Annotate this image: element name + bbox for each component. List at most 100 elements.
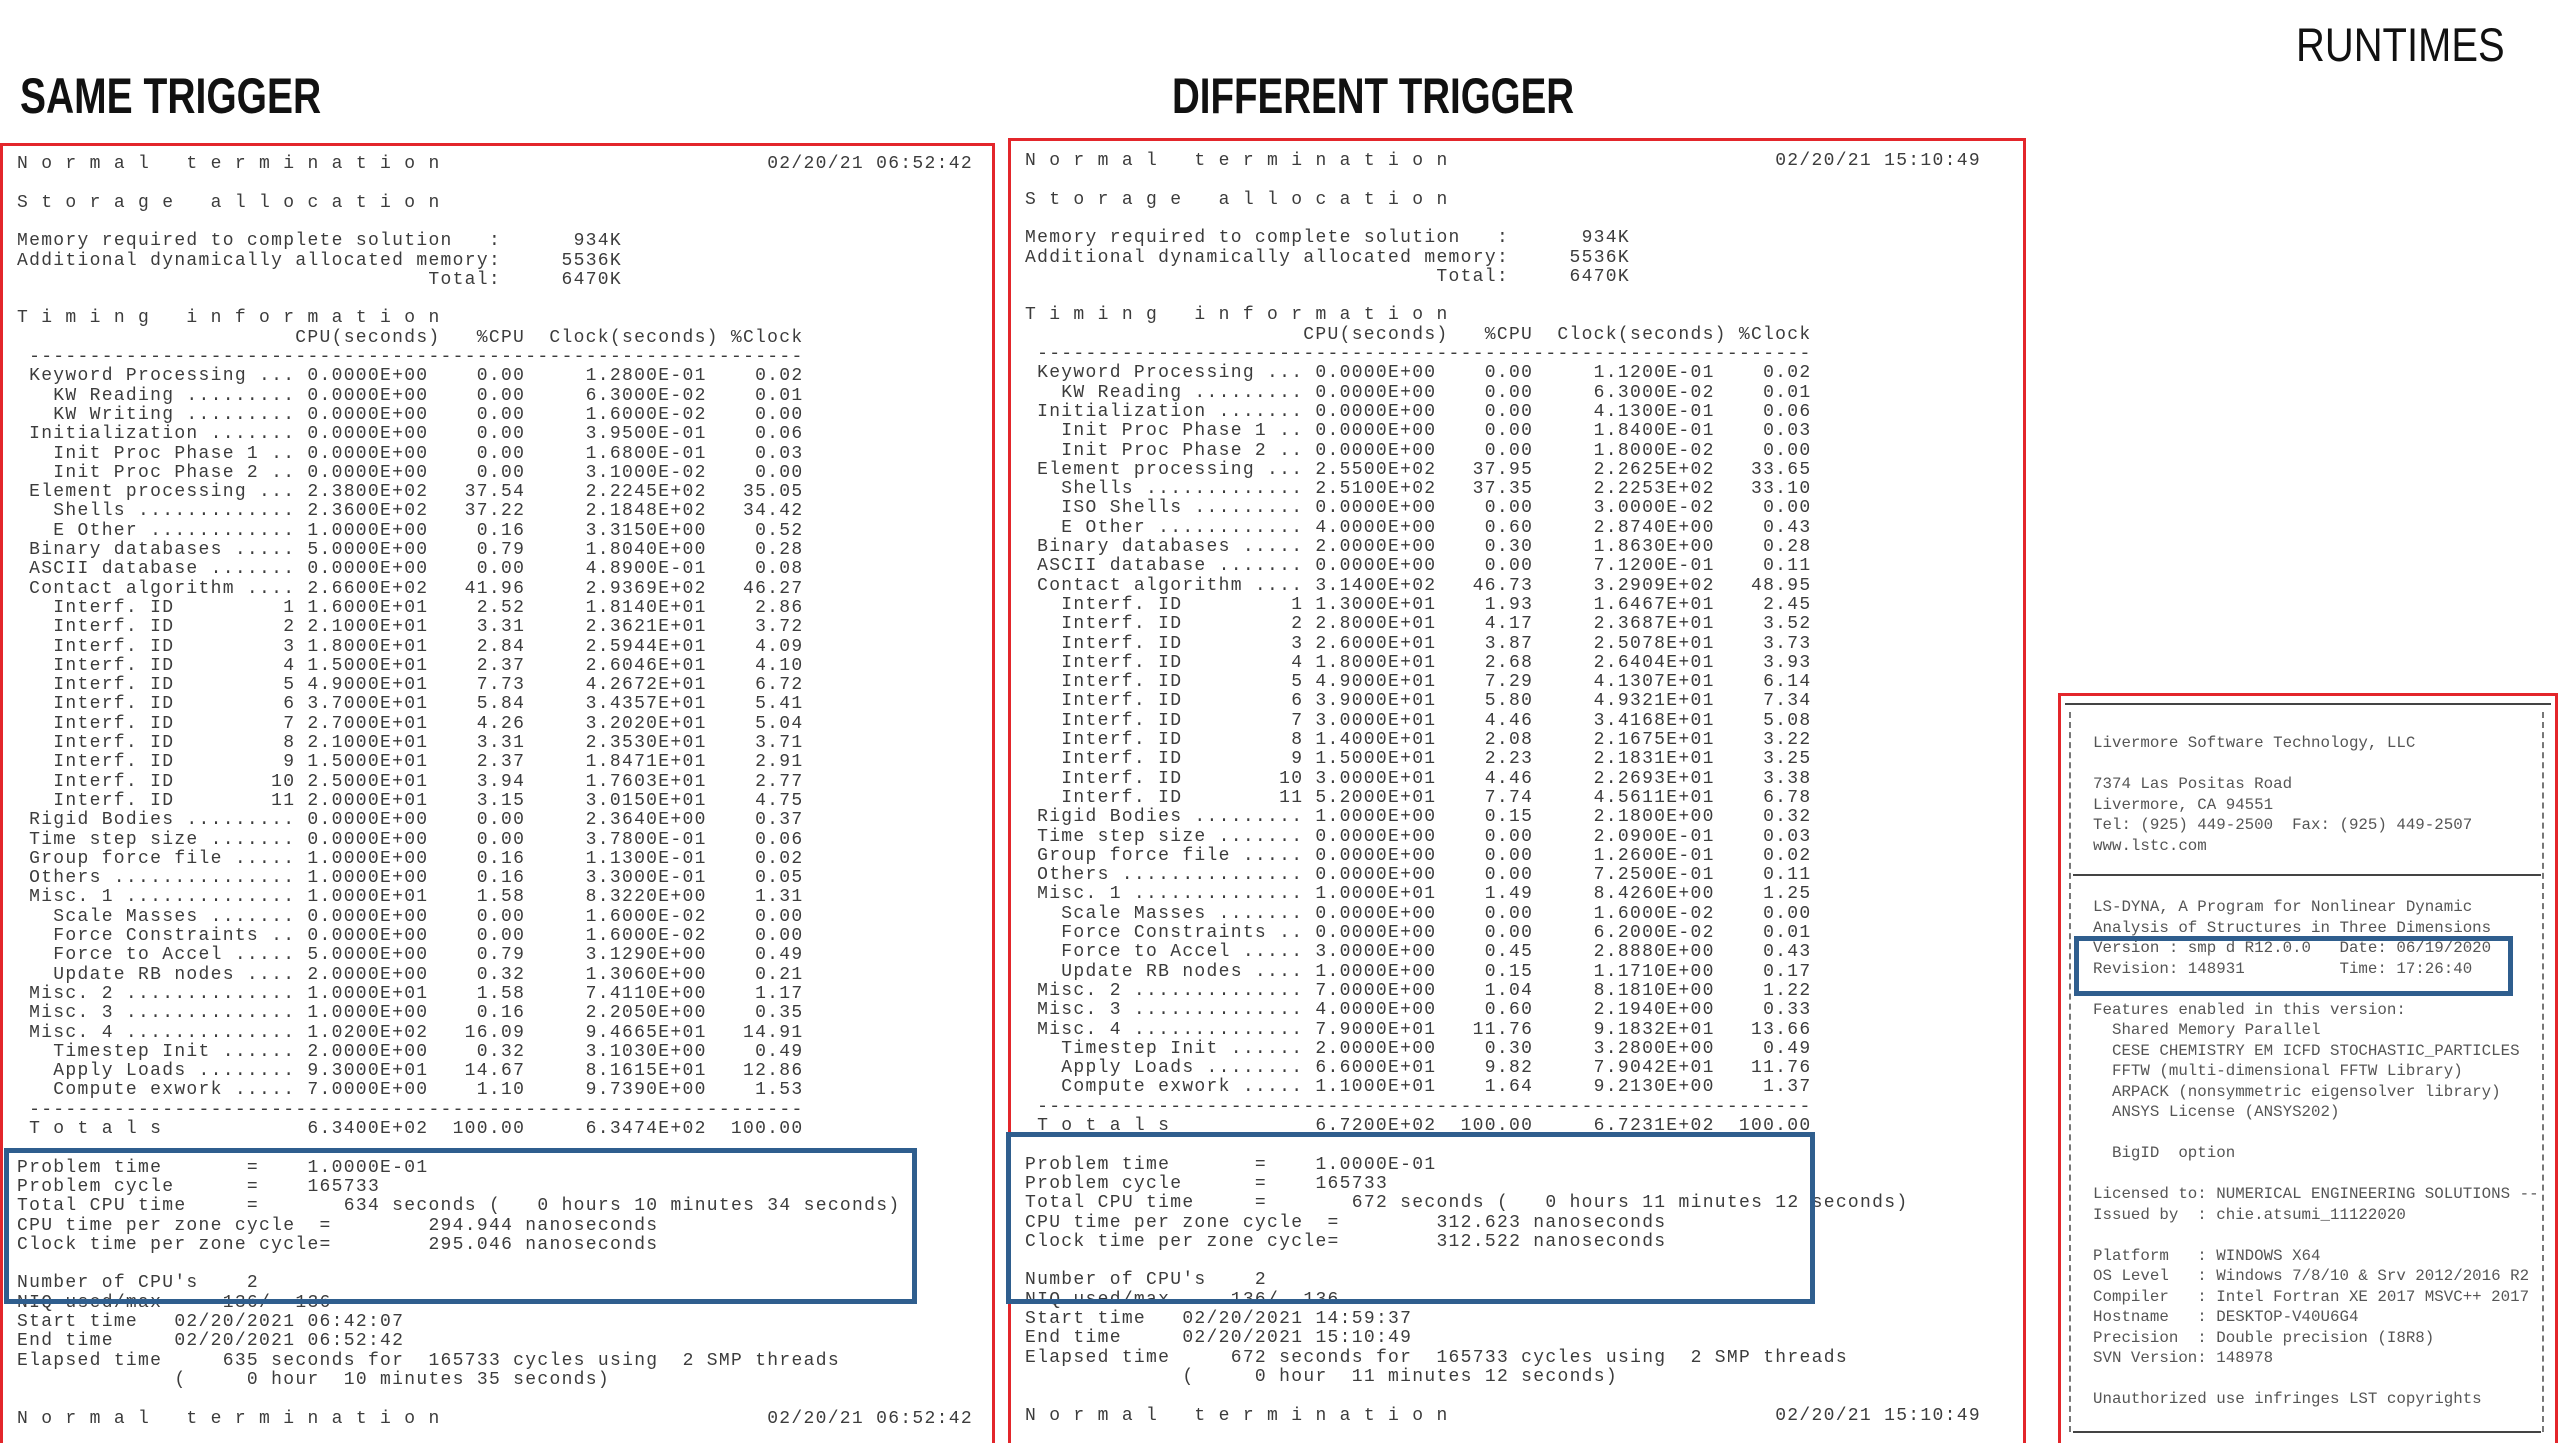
- row-pcpu: 2.37: [476, 752, 526, 773]
- row-pcpu: 0.15: [1484, 807, 1534, 828]
- banner-line: Licensed to: NUMERICAL ENGINEERING SOLUT…: [2093, 1185, 2539, 1203]
- timing-row: Misc. 1 .............. 1.0000E+01 1.58 8.32…: [17, 887, 803, 908]
- row-pclock: 34.42: [742, 501, 804, 522]
- row-clock: 1.8140E+01: [585, 597, 707, 618]
- row-clock: 2.2050E+00: [585, 1003, 707, 1024]
- row-pclock: 0.52: [755, 520, 804, 541]
- row-pcpu: 0.00: [1484, 421, 1534, 442]
- row-pcpu: 0.00: [476, 906, 526, 927]
- timing-row: Shells ............. 2.5100E+02 37.35 2.225…: [1025, 479, 1811, 499]
- row-pcpu: 0.16: [476, 520, 526, 541]
- footer-line: Start time 02/20/2021 14:59:37: [1025, 1309, 1993, 1329]
- row-cpu: 0.0000E+00: [307, 559, 429, 580]
- timing-row: E Other ............ 1.0000E+00 0.16 3.3150…: [17, 520, 804, 541]
- row-label: Rigid Bodies .........: [29, 810, 296, 831]
- timing-row: Interf. ID 8 2.1000E+01 3.31 2.3530E+01 3.71: [17, 733, 803, 753]
- row-pclock: 0.11: [1763, 865, 1812, 886]
- row-cpu: 1.0000E+00: [307, 520, 429, 541]
- row-pcpu: 0.00: [476, 443, 526, 464]
- row-cpu: 3.0000E+01: [1315, 710, 1437, 731]
- row-label: Interf. ID 4: [1037, 652, 1304, 673]
- row-cpu: 2.0000E+01: [307, 790, 429, 811]
- row-cpu: 2.7000E+01: [307, 713, 429, 734]
- row-label: Interf. ID 7: [1037, 710, 1304, 731]
- banner-line: Version : smp d R12.0.0 Date: 06/19/2020: [2093, 939, 2492, 957]
- banner-line: BigID option: [2093, 1144, 2236, 1162]
- row-label: Keyword Processing ...: [1037, 363, 1304, 384]
- runtimes-heading: RUNTIMES: [2296, 18, 2505, 71]
- footer-text: End time 02/20/2021 15:10:49: [1025, 1328, 1413, 1349]
- timing-title-line: T i m i n g i n f o r m a t i o n: [1025, 306, 1509, 326]
- timing-header: CPU(seconds) %CPU Clock(seconds) %Clock: [17, 327, 803, 348]
- memory-line: Total: 6470K: [17, 269, 622, 290]
- separator-line: ----------------------------------------…: [1025, 344, 1812, 364]
- totals-row: T o t a l s 6.7200E+02 100.00 6.7231E+02 100…: [1025, 1116, 1812, 1136]
- row-label: Contact algorithm ....: [1037, 575, 1304, 596]
- memory-value: 6470K: [561, 269, 622, 290]
- timing-row: Misc. 1 .............. 1.0000E+01 1.49 8.42…: [1025, 885, 1811, 905]
- row-pcpu: 0.00: [1484, 903, 1534, 924]
- row-pclock: 0.00: [755, 906, 804, 927]
- row-cpu: 3.9000E+01: [1315, 691, 1437, 712]
- row-pclock: 3.93: [1763, 652, 1812, 673]
- row-cpu: 1.8000E+01: [1315, 652, 1437, 673]
- footer-line: Elapsed time 635 seconds for 165733 cycl…: [17, 1351, 985, 1371]
- row-pcpu: 3.94: [476, 771, 526, 792]
- banner-line: Precision : Double precision (I8R8): [2093, 1328, 2435, 1347]
- summary-line: Problem cycle = 165733: [1025, 1174, 1993, 1194]
- row-label: Misc. 3 ..............: [1037, 1000, 1304, 1021]
- timing-row: Apply Loads ........ 6.6000E+01 9.82 7.9042…: [1025, 1058, 1811, 1078]
- row-pcpu: 2.23: [1484, 749, 1534, 770]
- row-label: KW Writing .........: [29, 404, 296, 425]
- row-cpu: 7.9000E+01: [1315, 1019, 1437, 1040]
- row-pcpu: 5.84: [476, 694, 526, 715]
- row-pclock: 6.72: [755, 675, 804, 696]
- row-label: Interf. ID 1: [29, 597, 296, 618]
- row-pclock: 2.86: [755, 597, 804, 618]
- row-clock: 3.2020E+01: [585, 713, 707, 734]
- normal-termination-line: N o r m a l t e r m i n a t i o n 02/20/2…: [17, 154, 973, 174]
- timing-row: KW Reading ......... 0.0000E+00 0.00 6.3000…: [1025, 383, 1811, 403]
- row-pclock: 5.08: [1763, 710, 1812, 731]
- row-pcpu: 16.09: [464, 1022, 526, 1043]
- row-clock: 3.4357E+01: [585, 694, 707, 715]
- header-clock: Clock(seconds): [549, 327, 719, 348]
- row-label: Force Constraints ..: [29, 926, 296, 946]
- row-clock: 1.8000E-02: [1593, 440, 1715, 461]
- timing-row: Init Proc Phase 2 .. 0.0000E+00 0.00 3.1000…: [17, 463, 803, 483]
- row-pcpu: 46.73: [1472, 575, 1534, 596]
- row-clock: 1.8630E+00: [1593, 537, 1715, 557]
- row-clock: 2.3530E+01: [585, 733, 707, 753]
- row-clock: 3.0150E+01: [585, 790, 707, 811]
- row-label: Interf. ID 10: [29, 771, 296, 792]
- row-cpu: 1.3000E+01: [1315, 594, 1437, 615]
- row-pclock: 100.00: [1738, 1116, 1812, 1136]
- timing-row: Force to Accel ..... 5.0000E+00 0.79 3.1290…: [17, 945, 803, 965]
- row-clock: 9.4665E+01: [585, 1022, 707, 1043]
- row-pcpu: 0.00: [476, 829, 526, 850]
- header-pcpu: %CPU: [476, 327, 526, 348]
- row-pcpu: 0.00: [476, 424, 526, 445]
- row-cpu: 2.3600E+02: [307, 501, 429, 522]
- row-cpu: 0.0000E+00: [307, 404, 429, 425]
- row-pclock: 0.17: [1763, 961, 1812, 982]
- row-pclock: 0.00: [755, 926, 804, 946]
- row-cpu: 1.0000E+00: [307, 868, 429, 889]
- row-clock: 1.6467E+01: [1593, 594, 1715, 615]
- row-label: Interf. ID 7: [29, 713, 296, 734]
- row-label: Misc. 2 ..............: [1037, 980, 1304, 1001]
- banner-line: Unauthorized use infringes LST copyright…: [2093, 1390, 2482, 1408]
- row-pclock: 0.01: [755, 385, 804, 406]
- row-label: Interf. ID 3: [29, 636, 296, 657]
- row-cpu: 1.0000E+00: [307, 848, 429, 869]
- timing-row: Update RB nodes .... 1.0000E+00 0.15 1.1710…: [1025, 961, 1812, 982]
- timing-row: Binary databases ..... 5.0000E+00 0.79 1.80…: [17, 540, 803, 560]
- row-pclock: 0.05: [755, 868, 804, 889]
- row-clock: 2.0900E-01: [1593, 826, 1715, 847]
- row-pclock: 3.22: [1763, 730, 1812, 750]
- row-label: Interf. ID 5: [1037, 672, 1304, 693]
- row-cpu: 1.6000E+01: [307, 597, 429, 618]
- totals-row: T o t a l s 6.3400E+02 100.00 6.3474E+02 100…: [17, 1119, 803, 1139]
- row-pcpu: 1.58: [476, 887, 526, 908]
- timing-row: Timestep Init ...... 2.0000E+00 0.32 3.1030…: [17, 1042, 803, 1062]
